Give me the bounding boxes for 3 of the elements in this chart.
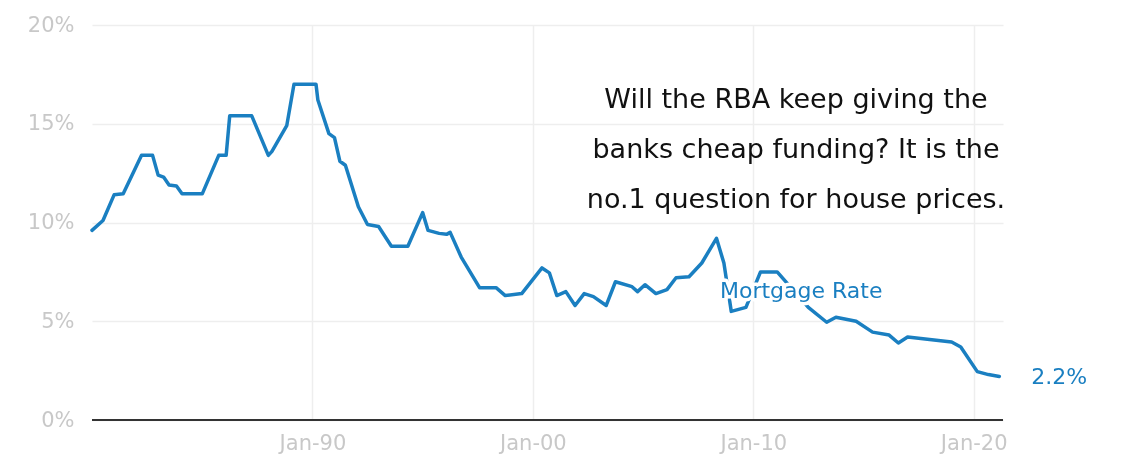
line-series xyxy=(90,82,1002,379)
annotation: Will the RBA keep giving the banks cheap funding? It is the no.1 question for house prices. xyxy=(586,83,1006,214)
annotation: 2.2% xyxy=(1031,363,1088,389)
